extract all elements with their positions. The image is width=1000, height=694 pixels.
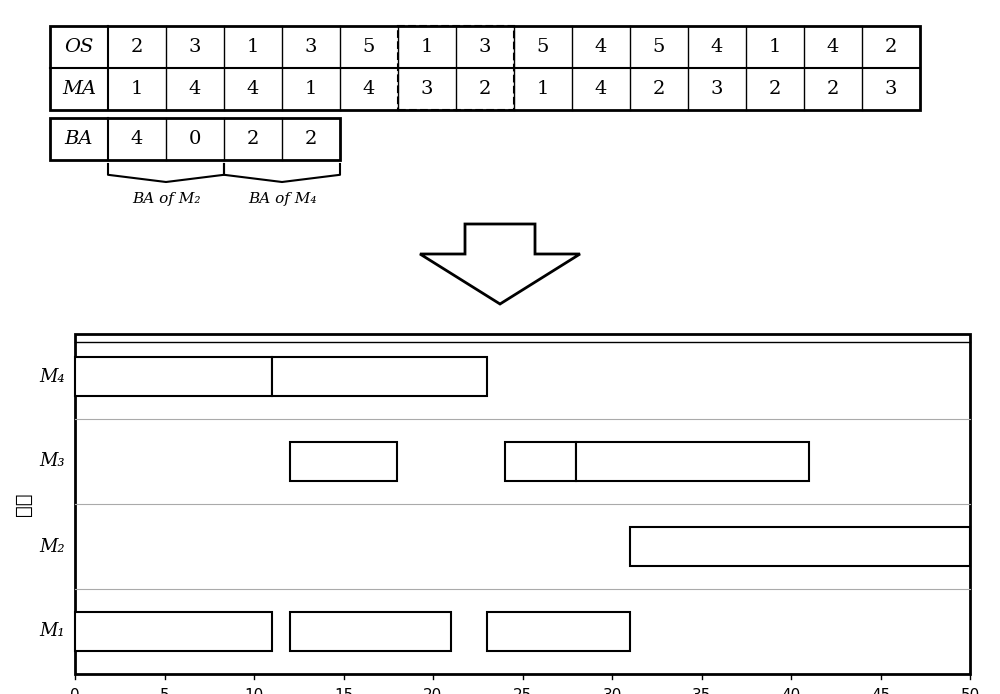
Text: 0: 0 [189, 130, 201, 148]
Text: 1: 1 [421, 38, 433, 56]
Text: 4: 4 [711, 38, 723, 56]
Text: 2: 2 [653, 80, 665, 98]
Bar [50, 118, 340, 160]
Text: 3: 3 [479, 38, 491, 56]
Text: 5: 5 [160, 688, 169, 694]
Text: 4: 4 [189, 80, 201, 98]
Text: 50: 50 [960, 688, 980, 694]
Text: 2: 2 [305, 130, 317, 148]
Text: 3: 3 [711, 80, 723, 98]
Text: 2: 2 [827, 80, 839, 98]
Text: 4: 4 [131, 130, 143, 148]
Text: BA: BA [65, 130, 93, 148]
Text: 35: 35 [692, 688, 711, 694]
Bar [576, 442, 809, 481]
Text: M₃: M₃ [39, 452, 65, 471]
Text: O₃₂: O₃₂ [359, 625, 382, 638]
Text: O₃₁, O₁₁: O₃₁, O₁₁ [146, 369, 200, 384]
Bar [75, 334, 970, 674]
Polygon shape [420, 224, 580, 304]
Text: O₁₂: O₁₂ [332, 455, 355, 468]
Bar [75, 357, 272, 396]
Text: O₃₃, O₅₃, O₁₃, O₄₃: O₃₃, O₅₃, O₁₃, O₄₃ [742, 539, 858, 554]
Text: 40: 40 [781, 688, 801, 694]
Text: 1: 1 [131, 80, 143, 98]
Bar [75, 612, 272, 651]
Text: 25: 25 [513, 688, 532, 694]
Text: 2: 2 [131, 38, 143, 56]
Text: OS: OS [64, 38, 94, 56]
Text: O₂₂: O₂₂ [681, 455, 704, 468]
Text: M₁: M₁ [39, 623, 65, 641]
Text: 2: 2 [885, 38, 897, 56]
Text: O₄₂: O₄₂ [529, 455, 552, 468]
Text: 2: 2 [479, 80, 491, 98]
Text: 1: 1 [305, 80, 317, 98]
Bar [505, 442, 576, 481]
Text: 4: 4 [595, 80, 607, 98]
Text: 20: 20 [423, 688, 443, 694]
Bar [272, 357, 487, 396]
Text: 1: 1 [537, 80, 549, 98]
Text: 3: 3 [421, 80, 433, 98]
Text: 4: 4 [827, 38, 839, 56]
Text: 4: 4 [363, 80, 375, 98]
Text: 4: 4 [595, 38, 607, 56]
Text: M₄: M₄ [39, 368, 65, 385]
Text: 机器: 机器 [14, 492, 32, 516]
Text: 5: 5 [363, 38, 375, 56]
Text: 0: 0 [70, 688, 80, 694]
Text: 3: 3 [305, 38, 317, 56]
Text: 2: 2 [769, 80, 781, 98]
Text: O₂₁: O₂₁ [162, 625, 185, 638]
Text: 3: 3 [189, 38, 201, 56]
Text: 10: 10 [244, 688, 264, 694]
Text: BA of M₂: BA of M₂ [132, 192, 200, 206]
Text: 45: 45 [871, 688, 890, 694]
Bar [50, 26, 920, 110]
Text: 5: 5 [653, 38, 665, 56]
Text: MA: MA [62, 80, 96, 98]
Text: 5: 5 [537, 38, 549, 56]
Text: 1: 1 [769, 38, 781, 56]
Text: O₅₁, O₄₁: O₅₁, O₄₁ [352, 369, 406, 384]
Text: O₅₂: O₅₂ [547, 625, 570, 638]
Bar [290, 442, 397, 481]
Text: 15: 15 [334, 688, 353, 694]
Bar [398, 26, 514, 110]
Text: 3: 3 [885, 80, 897, 98]
Text: 30: 30 [602, 688, 622, 694]
Text: BA of M₄: BA of M₄ [248, 192, 316, 206]
Bar [290, 612, 451, 651]
Bar [487, 612, 630, 651]
Text: 4: 4 [247, 80, 259, 98]
Text: M₂: M₂ [39, 537, 65, 555]
Bar [630, 527, 970, 566]
Text: 1: 1 [247, 38, 259, 56]
Text: 2: 2 [247, 130, 259, 148]
